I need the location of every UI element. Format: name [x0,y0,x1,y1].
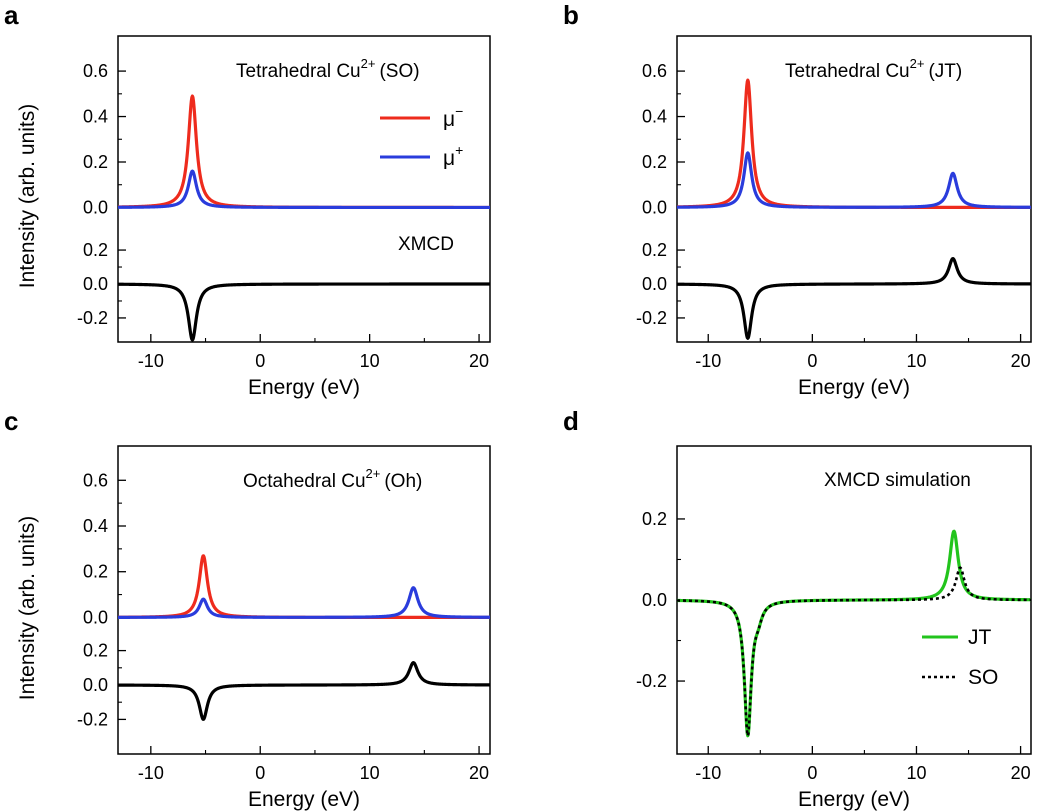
panel-a-frame [117,35,491,343]
panel-b-frame [676,35,1032,343]
panel-c-xtick-label: 0 [255,763,265,783]
panel-a-xtick-label: 10 [360,351,380,371]
panel-d-xtick-label: 20 [1011,763,1031,783]
panel-c-title: Octahedral Cu2+ (Oh) [243,466,422,492]
panel-c-lower-ytick-label: 0.2 [83,641,108,661]
panel-d-title: XMCD simulation [824,470,971,491]
panel-a-lower-series-0 [116,282,492,342]
panel-c-upper-ytick-label: 0.6 [83,470,108,490]
panel-c-frame [117,445,491,755]
panel-b-upper-series-1 [675,151,1033,209]
panel-b-upper-series-0 [675,78,1033,210]
panel-label-d: d [563,406,579,436]
panel-a-lower-ytick-label: 0.2 [83,240,108,260]
panel-d-main-ytick-label: 0.2 [642,509,667,529]
panel-b-lower-ytick-label: 0.0 [642,274,667,294]
panel-d-main-series-1 [676,566,1032,738]
panel-c-xtick-label: -10 [138,763,164,783]
panel-c-upper-series-1 [116,586,492,619]
panel-c-lower-series-0 [116,661,492,721]
panel-c-upper-ytick-label: 0.0 [83,607,108,627]
panel-d-xtick-label: 10 [906,763,926,783]
panel-b-title: Tetrahedral Cu2+ (JT) [785,56,962,82]
panel-a-xtick-label: 20 [469,351,489,371]
panel-a-xmcd-label: XMCD [398,234,454,255]
panel-b-xtick-label: 20 [1011,351,1031,371]
panel-d-legend: JT SO [922,626,998,689]
panel-a-xtick-label: -10 [138,351,164,371]
panel-c-ylabel: Intensity (arb. units) [16,516,39,700]
panel-a-upper-series-1 [116,169,492,210]
panel-d-main-ytick-label: -0.2 [636,671,667,691]
legend-so-label: SO [968,666,998,689]
panel-b-lower-ytick-label: -0.2 [636,308,667,328]
panel-c-xtick-label: 10 [360,763,380,783]
panel-d-xtick-label: -10 [695,763,721,783]
panel-b-lower-ytick-label: 0.2 [642,240,667,260]
legend-mu-plus-label: μ+ [443,142,463,170]
panel-d-main-ytick-label: 0.0 [642,590,667,610]
panel-c-upper-ytick-label: 0.2 [83,562,108,582]
panel-a-xlabel: Energy (eV) [248,376,360,399]
panel-a-title: Tetrahedral Cu2+ (SO) [236,56,420,82]
panel-a-upper-ytick-label: 0.6 [83,61,108,81]
panel-c-lower-ytick-label: -0.2 [77,709,108,729]
panel-c-xlabel: Energy (eV) [248,788,360,811]
panel-b-upper-ytick-label: 0.4 [642,107,667,127]
panel-b-xlabel: Energy (eV) [798,376,910,399]
panel-a-upper-ytick-label: 0.2 [83,152,108,172]
panel-a-upper-ytick-label: 0.4 [83,107,108,127]
panel-c-upper-ytick-label: 0.4 [83,516,108,536]
panel-d-xlabel: Energy (eV) [798,788,910,811]
panel-b-upper-ytick-label: 0.6 [642,61,667,81]
panel-b-lower-series-0 [675,257,1033,340]
panel-c-lower-ytick-label: 0.0 [83,675,108,695]
legend-jt-label: JT [968,626,992,649]
panel-d-xtick-label: 0 [807,763,817,783]
panel-b-upper-ytick-label: 0.0 [642,197,667,217]
panel-a-lower-ytick-label: 0.0 [83,274,108,294]
panel-label-c: c [4,406,18,436]
panel-b-xtick-label: -10 [695,351,721,371]
panel-b-xtick-label: 10 [906,351,926,371]
panel-b-upper-ytick-label: 0.2 [642,152,667,172]
panel-b-xtick-label: 0 [807,351,817,371]
panel-label-b: b [563,0,579,30]
panel-a-legend: μ− μ+ [380,103,463,170]
panel-a-upper-ytick-label: 0.0 [83,197,108,217]
panel-a-lower-ytick-label: -0.2 [77,308,108,328]
legend-mu-minus-label: μ− [443,103,463,131]
panel-c-upper-series-0 [116,554,492,620]
panel-a-upper-series-0 [116,94,492,210]
panel-a-ylabel: Intensity (arb. units) [16,104,39,288]
panel-c-xtick-label: 20 [469,763,489,783]
panel-label-a: a [4,0,19,30]
panel-a-xtick-label: 0 [255,351,265,371]
